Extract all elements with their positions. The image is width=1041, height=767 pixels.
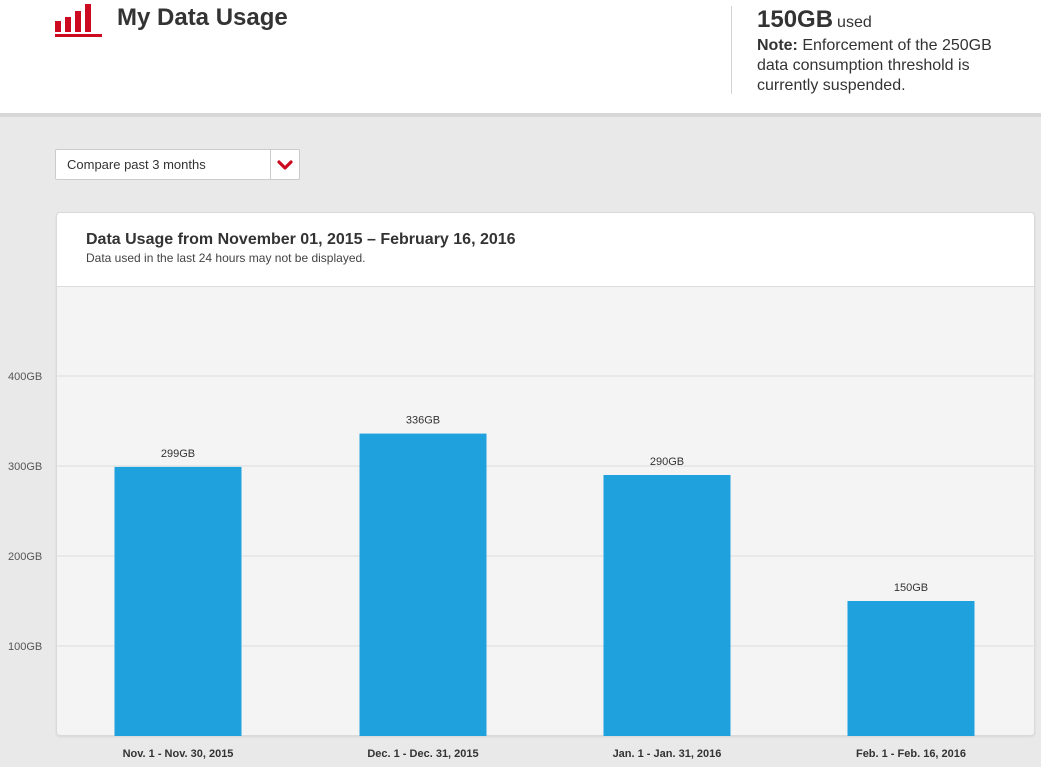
compare-period-select[interactable]: Compare past 3 months: [55, 149, 300, 180]
x-tick-label: Feb. 1 - Feb. 16, 2016: [856, 748, 966, 760]
chart-header: Data Usage from November 01, 2015 – Febr…: [57, 213, 1034, 287]
chevron-down-icon[interactable]: [276, 156, 294, 174]
usage-amount: 150GB: [757, 6, 834, 33]
page-title: My Data Usage: [117, 4, 288, 31]
y-tick-label: 200GB: [8, 551, 42, 563]
note-label: Note:: [757, 37, 798, 54]
y-tick-label: 300GB: [8, 461, 42, 473]
usage-note: Note: Enforcement of the 250GB data cons…: [757, 36, 1027, 96]
usage-summary: 150GB used Note: Enforcement of the 250GB…: [757, 6, 1037, 96]
select-divider: [270, 150, 271, 179]
page-header: My Data Usage 150GB used Note: Enforcemen…: [0, 0, 1041, 117]
header-divider: [731, 6, 732, 94]
note-text: Enforcement of the 250GB data consumptio…: [757, 37, 992, 94]
y-tick-label: 100GB: [8, 641, 42, 653]
chart-title: Data Usage from November 01, 2015 – Febr…: [86, 231, 516, 248]
x-tick-label: Dec. 1 - Dec. 31, 2015: [367, 748, 478, 760]
usage-suffix: used: [837, 14, 872, 31]
x-tick-label: Nov. 1 - Nov. 30, 2015: [123, 748, 234, 760]
chart-card: Data Usage from November 01, 2015 – Febr…: [56, 212, 1035, 736]
bar-chart-icon: [55, 4, 102, 37]
chart-subtitle: Data used in the last 24 hours may not b…: [86, 251, 366, 265]
y-tick-label: 400GB: [8, 371, 42, 383]
compare-period-value: Compare past 3 months: [67, 157, 206, 172]
x-tick-label: Jan. 1 - Jan. 31, 2016: [613, 748, 722, 760]
